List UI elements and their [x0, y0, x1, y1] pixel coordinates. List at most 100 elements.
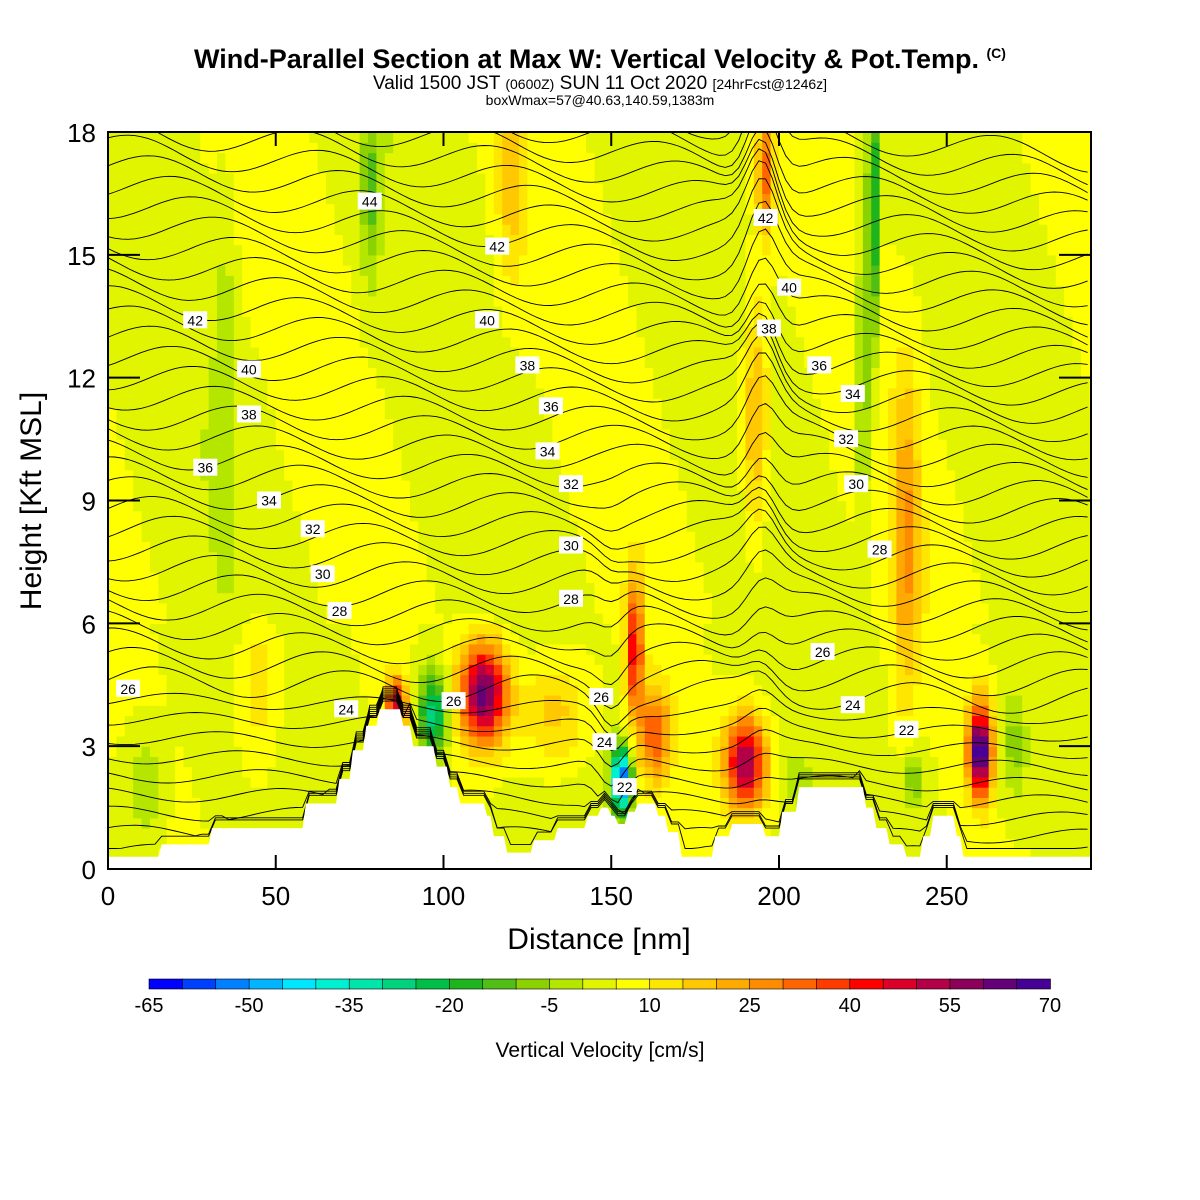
velocity-cell: [141, 561, 151, 573]
velocity-cell: [116, 551, 126, 563]
velocity-cell: [208, 244, 218, 256]
velocity-cell: [108, 132, 117, 143]
velocity-cell: [619, 572, 629, 583]
velocity-cell: [116, 817, 126, 829]
velocity-cell: [116, 715, 126, 727]
velocity-cell: [233, 623, 243, 635]
velocity-cell: [552, 316, 562, 328]
velocity-cell: [510, 592, 520, 604]
velocity-cell: [267, 183, 277, 195]
velocity-cell: [594, 500, 604, 512]
velocity-cell: [183, 408, 193, 420]
velocity-cell: [577, 613, 587, 624]
velocity-cell: [544, 459, 554, 471]
velocity-cell: [451, 234, 461, 246]
velocity-cell: [669, 756, 679, 768]
velocity-cell: [116, 306, 126, 317]
velocity-cell: [619, 275, 629, 287]
velocity-cell: [594, 746, 604, 758]
velocity-cell: [644, 490, 654, 502]
velocity-cell: [116, 705, 126, 717]
velocity-cell: [669, 674, 679, 686]
velocity-cell: [560, 224, 570, 235]
velocity-cell: [225, 572, 235, 583]
velocity-cell: [258, 817, 268, 829]
velocity-cell: [661, 275, 671, 287]
velocity-cell: [527, 572, 537, 583]
velocity-cell: [258, 183, 268, 195]
velocity-cell: [359, 500, 369, 512]
velocity-cell: [661, 162, 671, 174]
velocity-cell: [586, 602, 596, 614]
velocity-cell: [435, 367, 445, 379]
velocity-cell: [560, 725, 570, 737]
velocity-cell: [376, 132, 386, 143]
velocity-cell: [300, 162, 310, 174]
velocity-cell: [569, 408, 579, 420]
velocity-cell: [485, 183, 495, 195]
velocity-cell: [409, 152, 419, 164]
velocity-cell: [594, 541, 604, 553]
velocity-cell: [124, 797, 134, 809]
velocity-cell: [435, 746, 445, 758]
velocity-cell: [426, 541, 436, 553]
velocity-cell: [250, 664, 260, 676]
velocity-cell: [409, 449, 419, 461]
velocity-cell: [669, 213, 679, 225]
velocity-cell: [225, 735, 235, 747]
velocity-cell: [368, 142, 377, 154]
velocity-cell: [493, 428, 503, 440]
velocity-cell: [300, 285, 310, 297]
velocity-cell: [116, 510, 126, 522]
velocity-cell: [225, 592, 235, 604]
velocity-cell: [435, 735, 445, 747]
velocity-cell: [149, 213, 159, 225]
velocity-cell: [342, 285, 352, 297]
velocity-cell: [217, 817, 227, 829]
velocity-cell: [217, 275, 227, 287]
velocity-cell: [158, 520, 168, 532]
velocity-cell: [619, 480, 629, 491]
velocity-cell: [426, 336, 436, 348]
velocity-cell: [233, 561, 243, 573]
velocity-cell: [678, 213, 688, 225]
velocity-cell: [544, 357, 554, 369]
velocity-cell: [468, 592, 478, 604]
velocity-cell: [217, 520, 227, 532]
velocity-cell: [451, 224, 461, 235]
velocity-cell: [258, 561, 268, 573]
velocity-cell: [217, 613, 227, 624]
velocity-cell: [108, 408, 117, 420]
velocity-cell: [485, 582, 495, 594]
velocity-cell: [108, 428, 117, 440]
velocity-cell: [443, 224, 453, 235]
velocity-cell: [586, 807, 596, 819]
velocity-cell: [191, 449, 201, 461]
velocity-cell: [460, 510, 470, 522]
velocity-cell: [393, 582, 403, 594]
velocity-cell: [334, 541, 344, 553]
velocity-cell: [116, 694, 126, 706]
velocity-cell: [141, 377, 151, 389]
velocity-cell: [493, 500, 503, 512]
velocity-cell: [250, 715, 260, 727]
velocity-cell: [166, 531, 176, 543]
velocity-cell: [393, 183, 403, 195]
velocity-cell: [334, 572, 344, 583]
velocity-cell: [477, 469, 487, 481]
velocity-cell: [284, 398, 294, 409]
velocity-cell: [418, 306, 428, 317]
velocity-cell: [200, 582, 210, 594]
velocity-cell: [418, 408, 428, 420]
velocity-cell: [233, 193, 243, 205]
velocity-cell: [502, 398, 512, 409]
velocity-cell: [661, 316, 671, 328]
velocity-cell: [502, 633, 512, 645]
velocity-cell: [653, 265, 663, 276]
velocity-cell: [183, 766, 193, 778]
velocity-cell: [409, 357, 419, 369]
velocity-cell: [418, 285, 428, 297]
velocity-cell: [351, 316, 361, 328]
velocity-cell: [451, 316, 461, 328]
velocity-cell: [166, 787, 176, 798]
